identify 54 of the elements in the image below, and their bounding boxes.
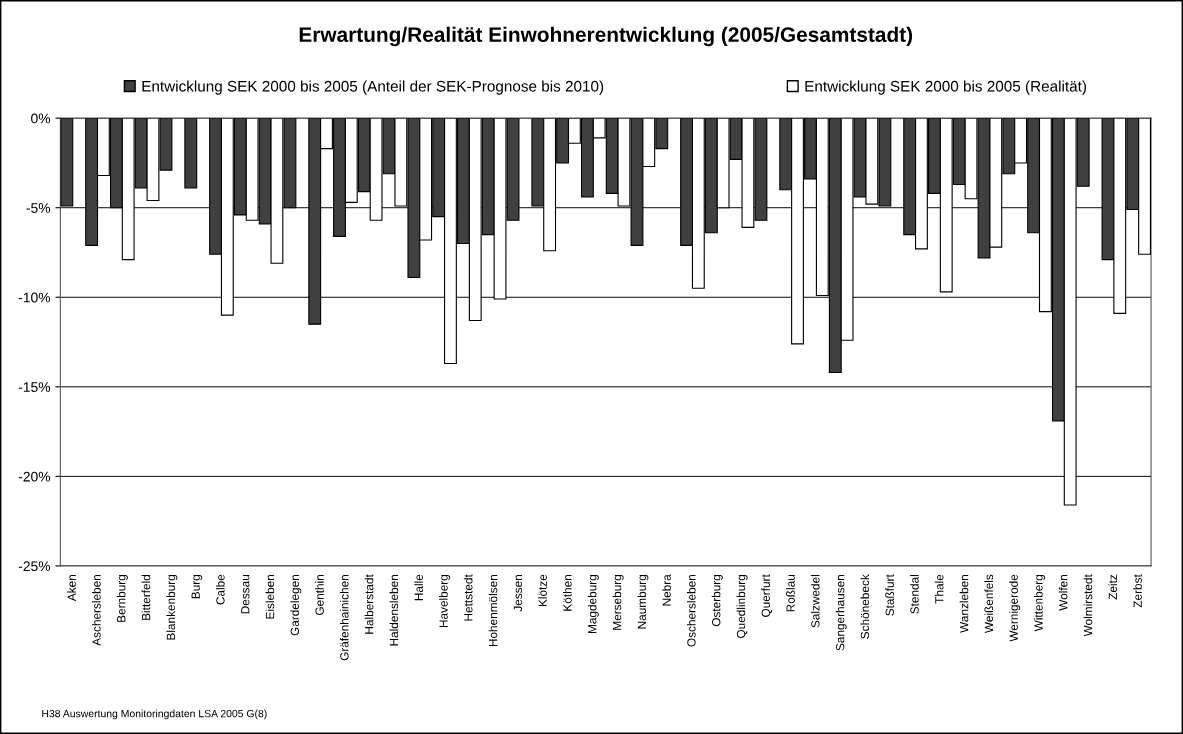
- x-tick-label: Wittenberg: [1034, 575, 1046, 632]
- x-tick-label: Bitterfeld: [141, 575, 151, 620]
- x-tick-label: Wernigerode: [1009, 574, 1021, 642]
- y-tick-label: -15%: [18, 382, 51, 392]
- x-tick-label: Wolmirstedt: [1083, 574, 1093, 637]
- x-tick-label: Wolfen: [1058, 575, 1068, 611]
- x-tick-label: Klötze: [538, 574, 547, 607]
- legend-label: Entwicklung SEK 2000 bis 2005 (Realität): [805, 80, 1087, 95]
- x-tick-label: Blankenburg: [166, 575, 178, 640]
- x-tick-label: Schönebeck: [860, 574, 870, 639]
- y-tick-label: -10%: [18, 292, 51, 303]
- x-tick-label: Köthen: [563, 575, 572, 611]
- x-tick-label: Zerbst: [1133, 574, 1142, 608]
- x-tick-label: Hettstedt: [463, 574, 473, 621]
- x-tick-label: Genthin: [315, 575, 324, 615]
- chart-title: Erwartung/Realität Einwohnerentwicklung (2005/Gesamtstadt): [299, 26, 913, 47]
- x-tick-label: Wanzleben: [959, 575, 969, 633]
- x-tick-label: Osterburg: [711, 575, 723, 627]
- x-tick-label: Halberstadt: [364, 574, 374, 634]
- x-tick-label: Magdeburg: [587, 575, 599, 633]
- x-tick-label: Hohenmölsen: [488, 575, 498, 647]
- x-tick-label: Bernburg: [116, 575, 128, 622]
- x-tick-label: Salzwedel: [810, 575, 820, 628]
- x-tick-label: Staßfurt: [885, 574, 894, 616]
- x-tick-label: Halle: [414, 574, 423, 601]
- x-tick-label: Dessau: [241, 575, 250, 614]
- x-tick-label: Merseburg: [612, 575, 624, 630]
- x-tick-label: Gardelegen: [290, 575, 302, 636]
- x-tick-label: Aken: [67, 575, 76, 602]
- y-tick-label: -25%: [18, 561, 51, 572]
- x-tick-label: Stendal: [910, 575, 919, 614]
- y-tick-label: -20%: [18, 471, 51, 482]
- y-tick-label: 0%: [31, 113, 51, 124]
- x-tick-label: Naumburg: [637, 575, 649, 629]
- x-tick-label: Haldensleben: [389, 575, 399, 646]
- x-tick-label: Havelberg: [439, 575, 451, 628]
- x-tick-label: Querfurt: [761, 574, 773, 617]
- x-tick-label: Sangerhausen: [835, 575, 847, 651]
- x-tick-label: Burg: [191, 575, 203, 599]
- x-tick-label: Weißenfels: [984, 574, 994, 634]
- x-tick-label: Gräfenhainichen: [339, 575, 349, 661]
- y-tick-label: -5%: [26, 203, 51, 213]
- x-tick-label: Quedlinburg: [736, 575, 748, 638]
- x-tick-label: Aschersleben: [92, 575, 101, 646]
- x-tick-label: Roßlau: [786, 575, 795, 612]
- x-tick-label: Oschersleben: [686, 575, 696, 647]
- x-tick-label: Jessen: [513, 575, 523, 612]
- x-tick-label: Calbe: [215, 574, 225, 605]
- x-tick-label: Thale: [934, 574, 944, 604]
- x-tick-label: Eisleben: [265, 575, 275, 619]
- x-tick-label: Zeitz: [1108, 574, 1118, 600]
- x-tick-label: Nebra: [662, 574, 671, 606]
- legend-label: Entwicklung SEK 2000 bis 2005 (Anteil der SEK-Prognose bis 2010): [142, 80, 604, 95]
- text: H38 Auswertung Monitoringdaten LSA 2005 G(8): [42, 709, 267, 720]
